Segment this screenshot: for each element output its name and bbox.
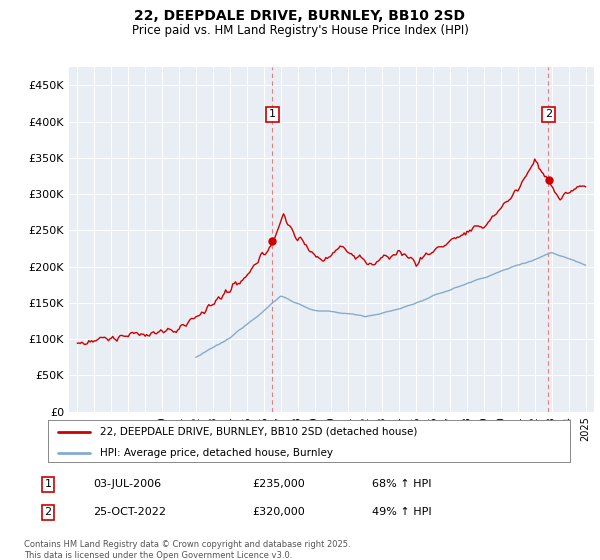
Text: £320,000: £320,000 [252,507,305,517]
Text: 03-JUL-2006: 03-JUL-2006 [93,479,161,489]
Text: 49% ↑ HPI: 49% ↑ HPI [372,507,431,517]
Text: Price paid vs. HM Land Registry's House Price Index (HPI): Price paid vs. HM Land Registry's House … [131,24,469,37]
Text: £235,000: £235,000 [252,479,305,489]
Text: 1: 1 [269,109,276,119]
Text: 2: 2 [545,109,552,119]
Text: 22, DEEPDALE DRIVE, BURNLEY, BB10 2SD: 22, DEEPDALE DRIVE, BURNLEY, BB10 2SD [134,9,466,23]
Text: 1: 1 [44,479,52,489]
Text: 25-OCT-2022: 25-OCT-2022 [93,507,166,517]
Text: 68% ↑ HPI: 68% ↑ HPI [372,479,431,489]
Text: 2: 2 [44,507,52,517]
Text: Contains HM Land Registry data © Crown copyright and database right 2025.
This d: Contains HM Land Registry data © Crown c… [24,540,350,560]
Text: HPI: Average price, detached house, Burnley: HPI: Average price, detached house, Burn… [100,448,333,458]
Text: 22, DEEPDALE DRIVE, BURNLEY, BB10 2SD (detached house): 22, DEEPDALE DRIVE, BURNLEY, BB10 2SD (d… [100,427,418,437]
